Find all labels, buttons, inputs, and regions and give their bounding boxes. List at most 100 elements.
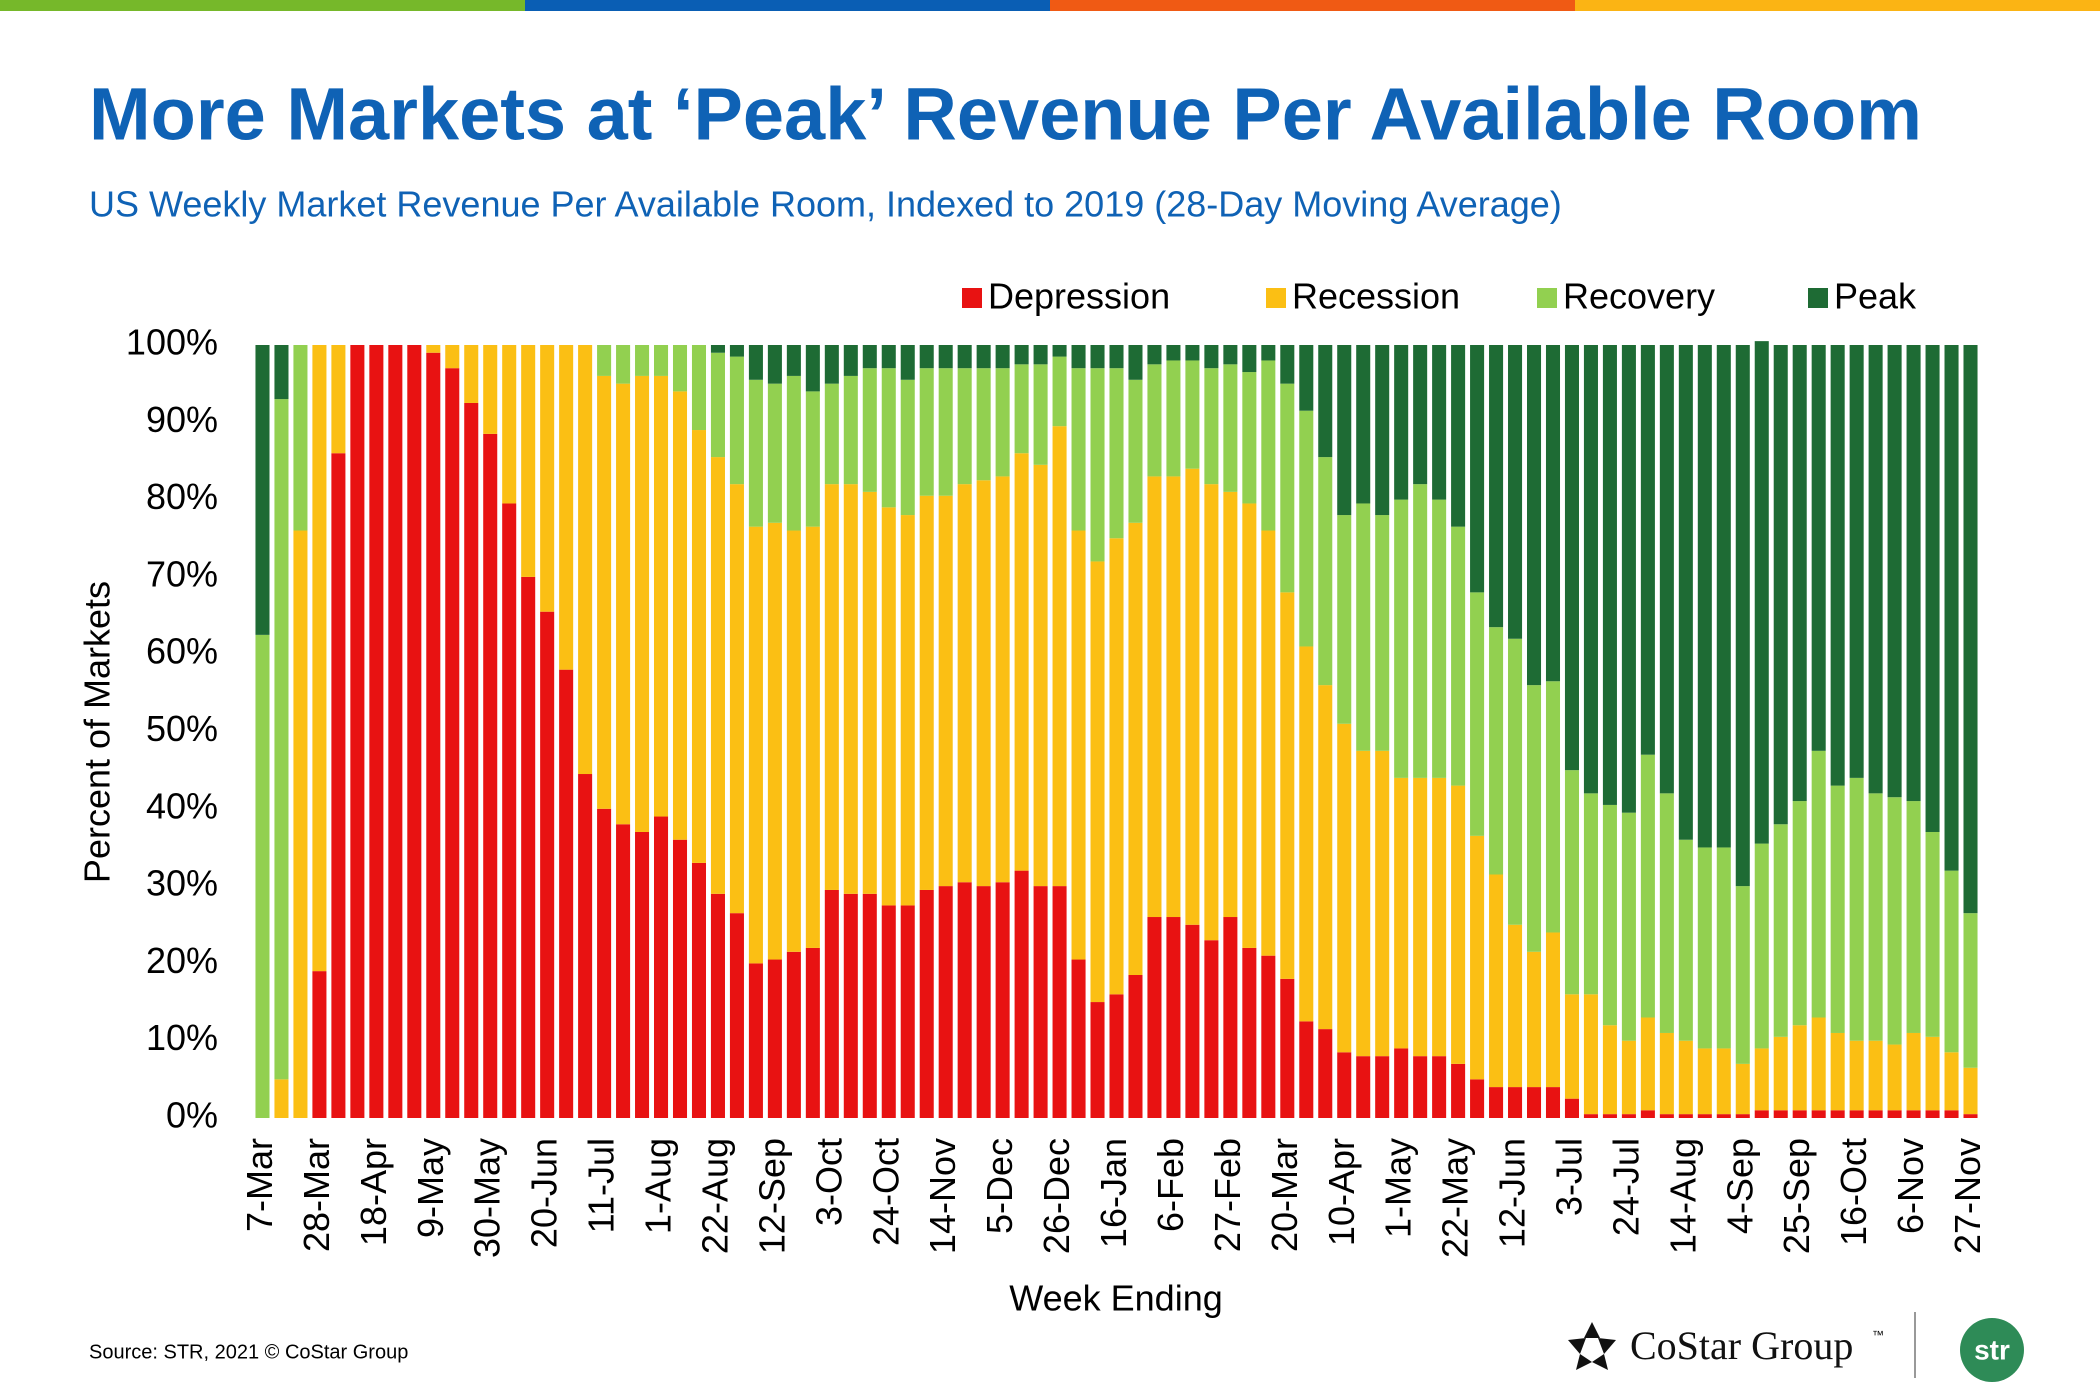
bar-segment bbox=[995, 476, 1010, 883]
legend-swatch bbox=[1266, 288, 1286, 308]
bar-segment bbox=[616, 345, 631, 384]
bar-segment bbox=[1792, 801, 1807, 1026]
bar-segment bbox=[1451, 345, 1466, 527]
x-axis-title: Week Ending bbox=[1009, 1278, 1222, 1319]
y-tick-label: 80% bbox=[146, 476, 218, 517]
bar-segment bbox=[540, 345, 555, 612]
bar-segment bbox=[900, 345, 915, 380]
x-tick-label: 1-Aug bbox=[638, 1138, 679, 1234]
bar-segment bbox=[1963, 1114, 1978, 1118]
bar-segment bbox=[1849, 345, 1864, 778]
legend-swatch bbox=[1537, 288, 1557, 308]
bar-segment bbox=[1545, 681, 1561, 933]
bar-segment bbox=[1147, 476, 1162, 918]
bar-segment bbox=[559, 669, 574, 1118]
bar-segment bbox=[1052, 356, 1067, 427]
bar-segment bbox=[1014, 345, 1029, 365]
bar-segment bbox=[1242, 345, 1257, 373]
x-tick-label: 30-May bbox=[467, 1138, 508, 1258]
bar-segment bbox=[1280, 978, 1295, 1118]
bar-segment bbox=[919, 368, 934, 496]
x-tick-label: 6-Feb bbox=[1150, 1138, 1191, 1232]
bar-segment bbox=[388, 345, 403, 1118]
bar-segment bbox=[1128, 345, 1143, 380]
bar-segment bbox=[824, 889, 839, 1118]
bar-segment bbox=[1659, 793, 1674, 1033]
bar-segment bbox=[957, 345, 972, 369]
bar-segment bbox=[1033, 364, 1048, 465]
x-tick-label: 1-May bbox=[1378, 1138, 1419, 1238]
bar-segment bbox=[919, 889, 934, 1118]
bar-segment bbox=[691, 430, 707, 863]
bar-segment bbox=[1204, 484, 1219, 941]
bar-segment bbox=[1640, 345, 1655, 755]
bar-segment bbox=[1166, 917, 1181, 1118]
x-tick-label: 28-Mar bbox=[296, 1138, 337, 1252]
bar-segment bbox=[691, 345, 707, 431]
x-tick-label: 26-Dec bbox=[1036, 1138, 1077, 1254]
bar-segment bbox=[1640, 1017, 1655, 1111]
bar-segment bbox=[483, 433, 498, 1118]
bar-segment bbox=[1811, 1110, 1826, 1118]
bar-segment bbox=[767, 522, 782, 960]
bar-segment bbox=[445, 345, 460, 369]
x-tick-label: 16-Jan bbox=[1093, 1138, 1134, 1248]
bar-segment bbox=[862, 368, 877, 492]
bar-segment bbox=[331, 345, 346, 454]
bar-segment bbox=[1413, 484, 1428, 778]
legend-label: Recession bbox=[1292, 276, 1460, 317]
x-tick-label: 3-Oct bbox=[808, 1138, 849, 1226]
bar-segment bbox=[1564, 1098, 1579, 1118]
bar-segment bbox=[1944, 870, 1959, 1053]
bar-segment bbox=[1773, 1110, 1788, 1118]
bar-segment bbox=[597, 345, 612, 376]
bar-segment bbox=[1470, 592, 1485, 836]
bar-segment bbox=[710, 345, 725, 353]
bar-segment bbox=[1432, 345, 1447, 500]
bar-segment bbox=[597, 808, 612, 1118]
x-tick-label: 22-Aug bbox=[694, 1138, 735, 1254]
bar-segment bbox=[559, 345, 574, 670]
bar-segment bbox=[312, 345, 327, 972]
bar-segment bbox=[1489, 627, 1504, 875]
y-tick-label: 60% bbox=[146, 631, 218, 672]
y-axis-title: Percent of Markets bbox=[77, 581, 118, 883]
bar-segment bbox=[1394, 345, 1409, 500]
chart-subtitle: US Weekly Market Revenue Per Available R… bbox=[89, 184, 1562, 225]
bar-segment bbox=[1128, 974, 1143, 1118]
bar-segment bbox=[274, 1079, 289, 1118]
x-tick-label: 20-Mar bbox=[1264, 1138, 1305, 1252]
bar-segment bbox=[654, 375, 669, 817]
bar-segment bbox=[654, 816, 669, 1118]
x-tick-label: 24-Oct bbox=[865, 1138, 906, 1246]
bar-segment bbox=[1678, 1114, 1693, 1118]
bar-segment bbox=[710, 457, 725, 894]
bar-segment bbox=[843, 375, 858, 485]
bar-segment bbox=[1583, 793, 1598, 995]
bar-segment bbox=[1185, 924, 1200, 1118]
bar-segment bbox=[1906, 1032, 1921, 1111]
bar-segment bbox=[1773, 824, 1788, 1037]
bar-segment bbox=[995, 882, 1010, 1118]
bar-segment bbox=[369, 345, 384, 1118]
bar-segment bbox=[1792, 1025, 1807, 1111]
bar-segment bbox=[1109, 538, 1124, 995]
bar-segment bbox=[1773, 1036, 1788, 1111]
bar-segment bbox=[1545, 1087, 1561, 1118]
bar-segment bbox=[805, 345, 820, 392]
bar-segment bbox=[1526, 685, 1542, 952]
bar-segment bbox=[938, 345, 953, 369]
bar-segment bbox=[1356, 345, 1371, 504]
bar-segment bbox=[938, 368, 953, 496]
x-tick-label: 9-May bbox=[410, 1138, 451, 1238]
bar-segment bbox=[691, 862, 707, 1118]
bar-segment bbox=[1128, 522, 1143, 975]
bar-segment bbox=[767, 345, 782, 384]
bar-segment bbox=[1394, 499, 1409, 778]
legend-label: Depression bbox=[988, 276, 1170, 317]
bar-segment bbox=[786, 375, 801, 531]
bar-segment bbox=[331, 453, 346, 1119]
bar-segment bbox=[976, 480, 991, 887]
bar-segment bbox=[1735, 1063, 1750, 1115]
bar-segment bbox=[729, 345, 744, 357]
